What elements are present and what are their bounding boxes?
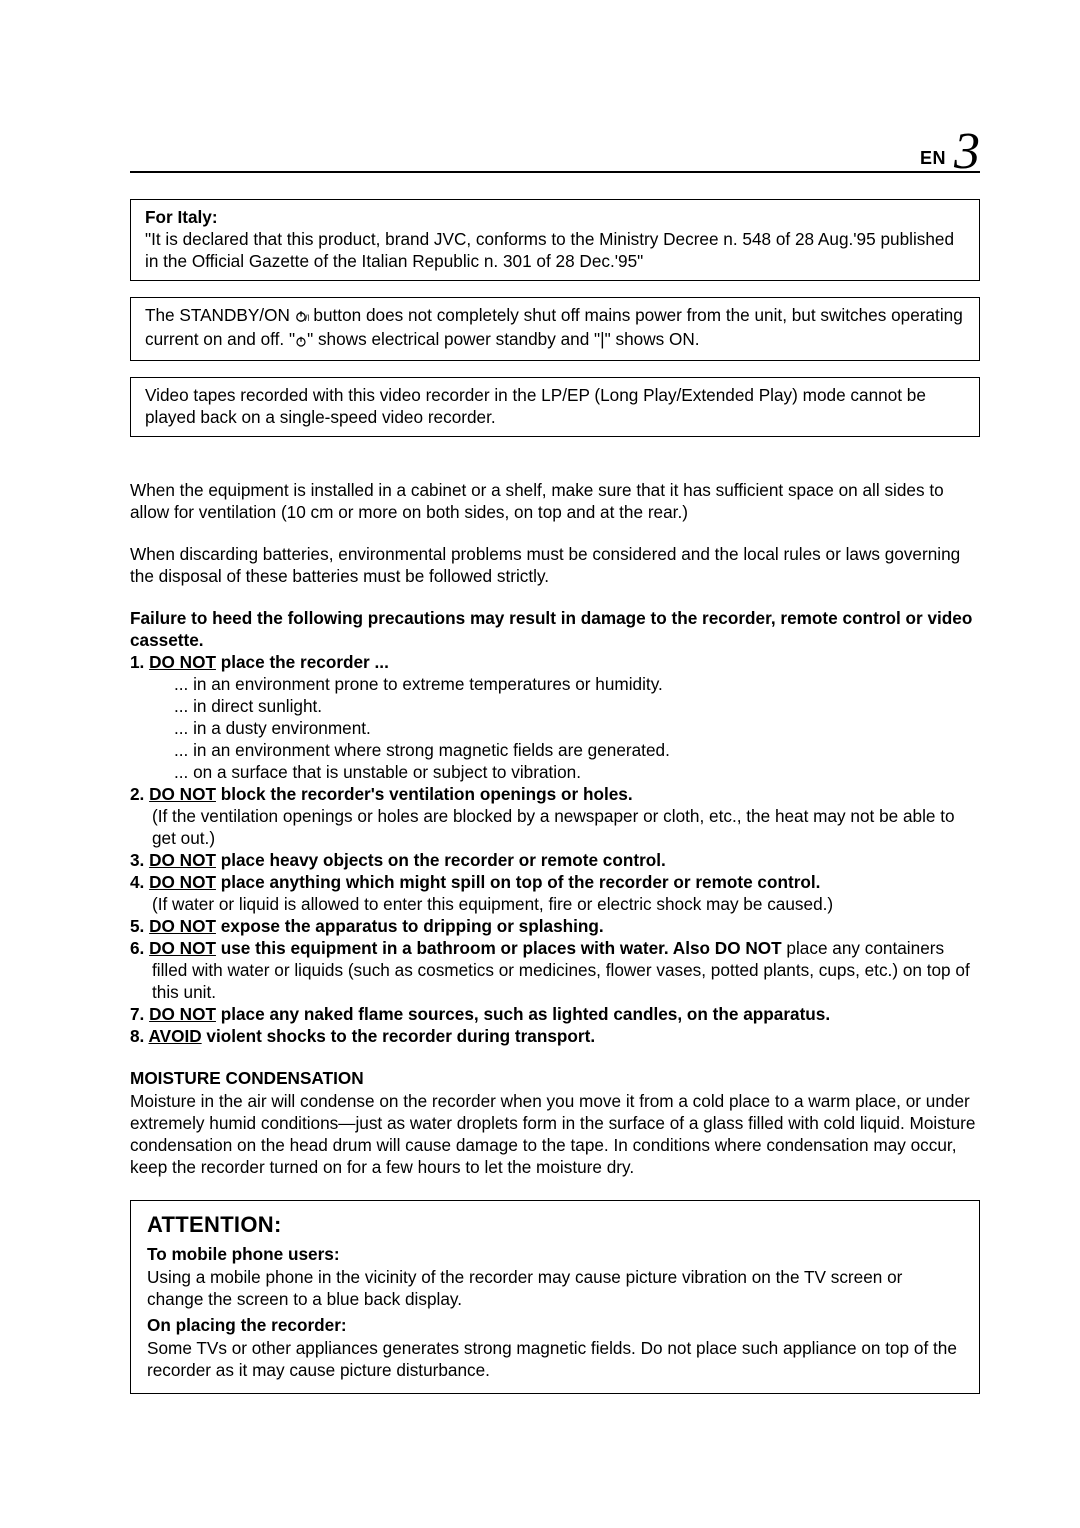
precaution-4-paren: (If water or liquid is allowed to enter … — [130, 893, 980, 915]
attention-mobile-body: Using a mobile phone in the vicinity of … — [147, 1266, 963, 1311]
precaution-8: 8. AVOID violent shocks to the recorder … — [130, 1025, 980, 1047]
num: 2. — [130, 784, 149, 804]
page-number: 3 — [954, 134, 980, 170]
rest: place anything which might spill on top … — [216, 872, 820, 892]
num: 7. — [130, 1004, 149, 1024]
lp-ep-text: Video tapes recorded with this video rec… — [145, 384, 965, 428]
precaution-1e: ... on a surface that is unstable or sub… — [130, 761, 980, 783]
precaution-1: 1. DO NOT place the recorder ... — [130, 651, 980, 673]
donot: DO NOT — [149, 916, 216, 936]
precaution-1c: ... in a dusty environment. — [130, 717, 980, 739]
num: 1. — [130, 652, 149, 672]
num: 5. — [130, 916, 149, 936]
standby-notice-box: The STANDBY/ON /I button does not comple… — [130, 297, 980, 361]
precaution-1d: ... in an environment where strong magne… — [130, 739, 980, 761]
italy-notice-box: For Italy: "It is declared that this pro… — [130, 199, 980, 281]
power-icon: /I — [295, 306, 309, 328]
precaution-2-paren: (If the ventilation openings or holes ar… — [130, 805, 980, 849]
language-label: EN — [920, 148, 946, 169]
page-header: EN 3 — [130, 130, 980, 173]
rest-a: use this equipment in a bathroom or plac… — [216, 938, 782, 958]
power-icon — [295, 330, 307, 352]
avoid: AVOID — [148, 1026, 201, 1046]
precaution-5: 5. DO NOT expose the apparatus to drippi… — [130, 915, 980, 937]
standby-text-pre: The STANDBY/ON — [145, 305, 295, 325]
precaution-3: 3. DO NOT place heavy objects on the rec… — [130, 849, 980, 871]
donot: DO NOT — [149, 872, 216, 892]
cabinet-para: When the equipment is installed in a cab… — [130, 479, 980, 523]
moisture-body: Moisture in the air will condense on the… — [130, 1090, 980, 1178]
standby-text-post: " shows electrical power standby and "|"… — [307, 329, 699, 349]
attention-mobile-head: To mobile phone users: — [147, 1243, 963, 1265]
rest: place heavy objects on the recorder or r… — [216, 850, 666, 870]
precaution-1b: ... in direct sunlight. — [130, 695, 980, 717]
donot: DO NOT — [149, 784, 216, 804]
rest: place the recorder ... — [216, 652, 389, 672]
warning-heading: Failure to heed the following precaution… — [130, 607, 980, 651]
lp-ep-notice-box: Video tapes recorded with this video rec… — [130, 377, 980, 437]
rest: violent shocks to the recorder during tr… — [202, 1026, 595, 1046]
body-text: When the equipment is installed in a cab… — [130, 479, 980, 1177]
moisture-heading: MOISTURE CONDENSATION — [130, 1067, 980, 1089]
page-content: EN 3 For Italy: "It is declared that thi… — [0, 0, 1080, 1394]
italy-text: "It is declared that this product, brand… — [145, 228, 965, 272]
attention-place-head: On placing the recorder: — [147, 1314, 963, 1336]
donot: DO NOT — [149, 850, 216, 870]
attention-box: ATTENTION: To mobile phone users: Using … — [130, 1200, 980, 1395]
donot: DO NOT — [149, 652, 216, 672]
attention-place-body: Some TVs or other appliances generates s… — [147, 1337, 963, 1382]
donot: DO NOT — [149, 1004, 216, 1024]
donot: DO NOT — [149, 938, 216, 958]
precaution-4: 4. DO NOT place anything which might spi… — [130, 871, 980, 893]
num: 6. — [130, 938, 149, 958]
num: 3. — [130, 850, 149, 870]
batteries-para: When discarding batteries, environmental… — [130, 543, 980, 587]
rest: place any naked flame sources, such as l… — [216, 1004, 830, 1024]
rest: block the recorder's ventilation opening… — [216, 784, 633, 804]
precaution-7: 7. DO NOT place any naked flame sources,… — [130, 1003, 980, 1025]
num: 4. — [130, 872, 149, 892]
precaution-6: 6. DO NOT use this equipment in a bathro… — [130, 937, 980, 1003]
precaution-1a: ... in an environment prone to extreme t… — [130, 673, 980, 695]
attention-title: ATTENTION: — [147, 1211, 963, 1240]
num: 8. — [130, 1026, 148, 1046]
rest: expose the apparatus to dripping or spla… — [216, 916, 604, 936]
precaution-2: 2. DO NOT block the recorder's ventilati… — [130, 783, 980, 805]
italy-title: For Italy: — [145, 207, 218, 227]
